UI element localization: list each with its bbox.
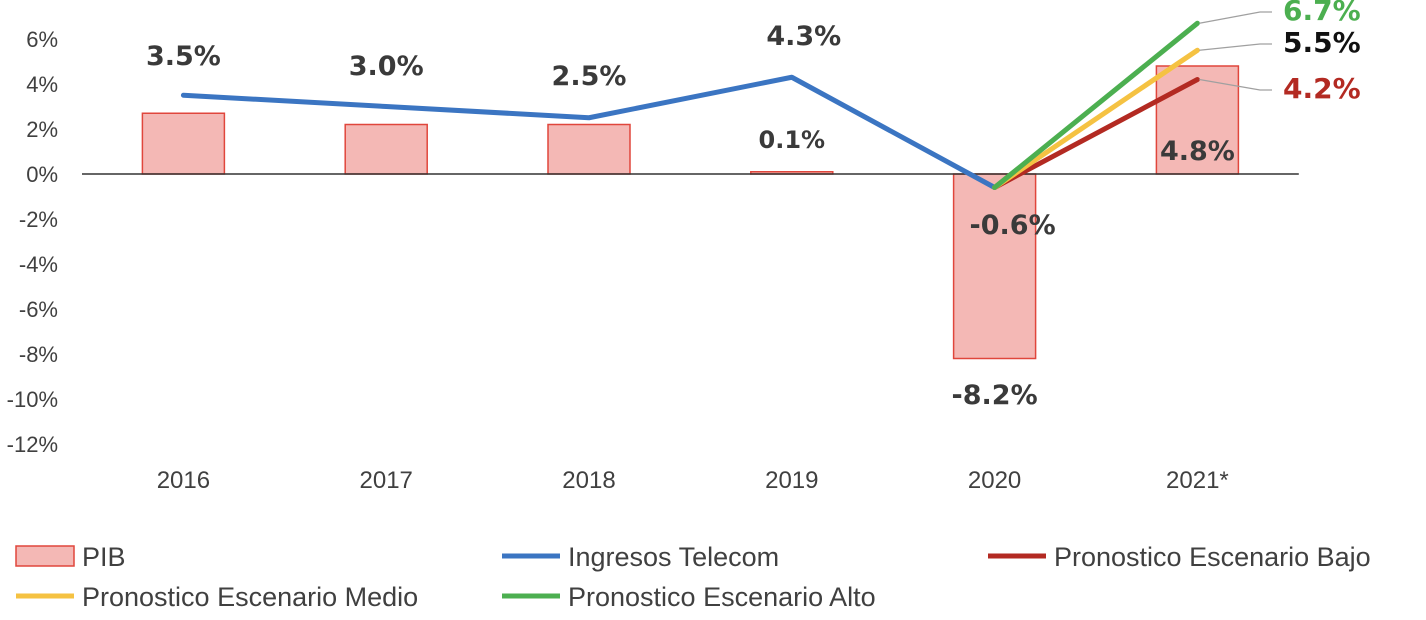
legend-label: Pronostico Escenario Alto [568,582,876,612]
pib-bar [547,123,631,175]
telecom-data-label: 3.5% [146,41,221,72]
y-tick-label: -8% [19,342,58,367]
series-lines [180,20,1200,190]
y-tick-label: 6% [26,27,58,52]
line-pronostico-escenario-alto [992,20,1200,190]
legend-label: Ingresos Telecom [568,542,779,572]
telecom-data-label: 4.3% [766,21,841,52]
data-labels: 3.5% 3.0% 2.5% 4.3% -0.6% 0.1% -8.2% 4.8% 4.2% 5.… [146,0,1361,411]
pib-bars [141,65,1240,360]
pib-bar [952,173,1037,360]
telecom-data-label: 2.5% [552,61,627,92]
legend: PIB Ingresos Telecom Pronostico Escenario … [15,542,1371,612]
pib-data-label: -8.2% [952,380,1038,411]
leader-line [1199,11,1272,24]
y-tick-label: -12% [7,432,58,457]
leader-lines [1199,11,1272,91]
legend-label: Pronostico Escenario Bajo [1054,542,1371,572]
leader-line [1199,43,1272,51]
pib-bar [344,123,428,175]
forecast-end-label: 4.2% [1283,72,1361,105]
pib-bar [141,112,226,175]
forecast-end-label: 6.7% [1283,0,1361,27]
telecom-data-label: 3.0% [349,51,424,82]
x-tick-label: 2017 [360,467,413,494]
y-tick-label: -2% [19,207,58,232]
y-tick-label: -10% [7,387,58,412]
x-tick-label: 2020 [968,467,1021,494]
y-tick-label: -6% [19,297,58,322]
x-axis-ticks: 2016 2017 2018 2019 2020 2021* [157,467,1229,494]
x-tick-label: 2021* [1166,467,1229,494]
y-axis-ticks: 6% 4% 2% 0% -2% -4% -6% -8% -10% -12% [7,27,58,457]
x-tick-label: 2016 [157,467,210,494]
pib-data-label: 4.8% [1160,136,1235,167]
legend-label: Pronostico Escenario Medio [82,582,418,612]
y-tick-label: 2% [26,117,58,142]
legend-swatch [15,545,75,567]
telecom-data-label: -0.6% [970,210,1056,241]
pib-data-label: 0.1% [759,126,826,154]
line-pronostico-escenario-bajo [992,77,1200,190]
line-ingresos-telecom [180,74,998,190]
line-pronostico-escenario-medio [992,47,1200,190]
y-tick-label: -4% [19,252,58,277]
x-tick-label: 2018 [562,467,615,494]
y-tick-label: 4% [26,72,58,97]
x-tick-label: 2019 [765,467,818,494]
legend-label: PIB [82,542,126,572]
forecast-end-label: 5.5% [1283,26,1361,59]
y-tick-label: 0% [26,162,58,187]
leader-line [1199,78,1272,91]
